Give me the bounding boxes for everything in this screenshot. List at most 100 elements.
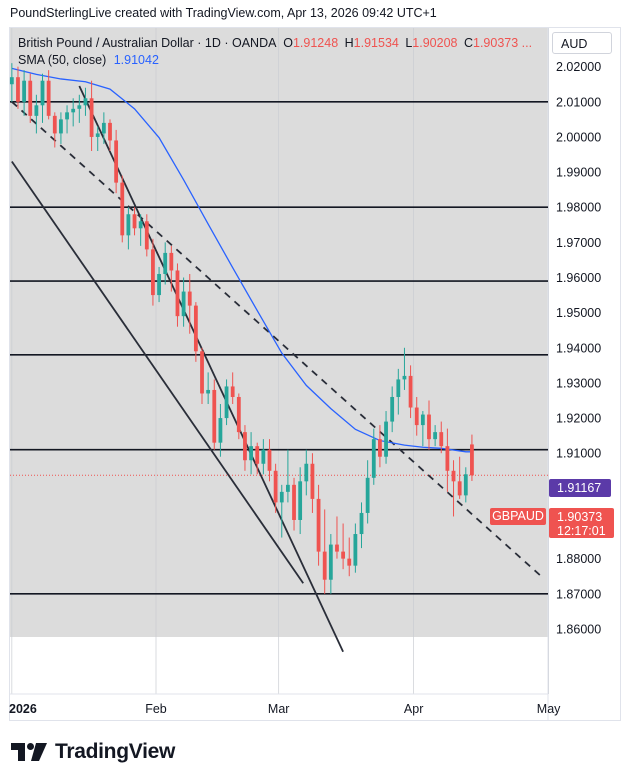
low-value: 1.90208 — [412, 36, 458, 50]
candle-body — [365, 477, 370, 513]
candle-body — [138, 221, 143, 229]
candle-body — [292, 484, 296, 520]
axis-labels: 1.860001.870001.880001.890001.900001.910… — [9, 60, 601, 716]
dashed-trend-line — [11, 101, 544, 579]
candle-body — [212, 389, 217, 443]
candle-body — [433, 432, 438, 440]
horizontal-levels — [10, 100, 548, 595]
bar-countdown: 12:17:01 — [557, 524, 606, 538]
candle-body — [261, 449, 266, 464]
candle-body — [157, 273, 161, 296]
candle-body — [439, 432, 444, 447]
x-tick-label: Mar — [268, 702, 290, 716]
candle-body — [451, 470, 456, 482]
candle-body — [200, 351, 204, 394]
x-tick-label: Apr — [404, 702, 423, 716]
candle-body — [359, 512, 364, 535]
candle-body — [353, 534, 358, 566]
candle-body — [396, 379, 401, 397]
candle-body — [347, 558, 352, 566]
y-tick-label: 2.01000 — [556, 95, 601, 109]
tradingview-logo-icon — [11, 743, 47, 761]
last-price-tag: 1.90373 12:17:01 — [549, 508, 614, 538]
candle-body — [28, 80, 33, 116]
y-tick-label: 1.92000 — [556, 412, 601, 426]
y-tick-label: 1.95000 — [556, 306, 601, 320]
close-label: C — [463, 36, 473, 50]
sma-price-tag: 1.91167 — [549, 479, 611, 497]
candle-body — [144, 221, 149, 250]
candle-body — [89, 98, 94, 137]
candle-body — [95, 133, 100, 137]
tradingview-wordmark: TradingView — [55, 740, 176, 763]
sma-line — [11, 67, 472, 453]
candle-body — [16, 77, 20, 102]
candle-body — [273, 470, 278, 503]
legend-ohlc: British Pound / Australian Dollar · 1D ·… — [18, 36, 532, 50]
candle-body — [316, 498, 321, 552]
y-tick-label: 1.93000 — [556, 376, 601, 390]
candle-body — [457, 481, 462, 496]
symbol-title: British Pound / Australian Dollar · 1D ·… — [18, 36, 276, 50]
candle-body — [420, 414, 425, 426]
candle-body — [83, 98, 88, 106]
candle-body — [77, 105, 82, 109]
candle-body — [279, 491, 284, 503]
candle-body — [285, 484, 290, 492]
candle-body — [236, 396, 241, 433]
candle-body — [101, 122, 106, 134]
candle-body — [193, 305, 198, 352]
candle-body — [175, 270, 180, 317]
y-tick-label: 2.00000 — [556, 130, 601, 144]
trend-line — [78, 85, 344, 653]
candle-body — [470, 444, 474, 476]
grid-layer — [10, 28, 549, 721]
y-tick-label: 1.96000 — [556, 271, 601, 285]
low-label: L — [405, 36, 413, 50]
candle-body — [218, 418, 223, 443]
candle-body — [206, 389, 211, 394]
candle-body — [187, 291, 192, 306]
candle-body — [371, 439, 376, 478]
sma-label: SMA (50, close) — [18, 53, 107, 67]
candle-body — [181, 291, 186, 317]
legend-sma: SMA (50, close) 1.91042 — [18, 53, 159, 67]
candle-body — [390, 396, 395, 422]
candle-body — [249, 446, 253, 461]
y-tick-label: 2.02000 — [556, 60, 601, 74]
candle-body — [71, 108, 76, 113]
y-tick-label: 1.91000 — [556, 447, 601, 461]
candle-body — [9, 77, 14, 85]
tradingview-logo[interactable]: TradingView — [11, 740, 175, 764]
currency-selector[interactable]: AUD — [552, 32, 612, 54]
candle-body — [151, 249, 155, 296]
y-tick-label: 1.94000 — [556, 341, 601, 355]
high-label: H — [344, 36, 354, 50]
open-value: 1.91248 — [292, 36, 339, 50]
candle-body — [255, 446, 260, 464]
y-tick-label: 1.87000 — [556, 587, 601, 601]
close-value: 1.90373 ... — [473, 36, 533, 50]
candle-body — [126, 214, 131, 236]
last-price-value: 1.90373 — [557, 510, 603, 524]
candle-body — [463, 474, 468, 496]
candle-body — [243, 432, 247, 461]
candle-body — [378, 439, 382, 457]
candle-body — [65, 112, 69, 120]
candle-body — [427, 414, 431, 440]
sma-layer — [11, 67, 472, 453]
candle-body — [132, 214, 137, 229]
candle-body — [59, 119, 63, 134]
chart-attribution: PoundSterlingLive created with TradingVi… — [10, 6, 437, 20]
trend-line — [11, 161, 304, 584]
y-tick-label: 1.99000 — [556, 166, 601, 180]
candle-body — [384, 421, 388, 457]
open-label: O — [283, 36, 293, 50]
candle-body — [169, 252, 174, 271]
candle-body — [304, 463, 309, 482]
x-tick-label: Feb — [145, 702, 167, 716]
candle-body — [52, 115, 57, 134]
candle-body — [40, 80, 45, 106]
candle-body — [120, 182, 125, 236]
